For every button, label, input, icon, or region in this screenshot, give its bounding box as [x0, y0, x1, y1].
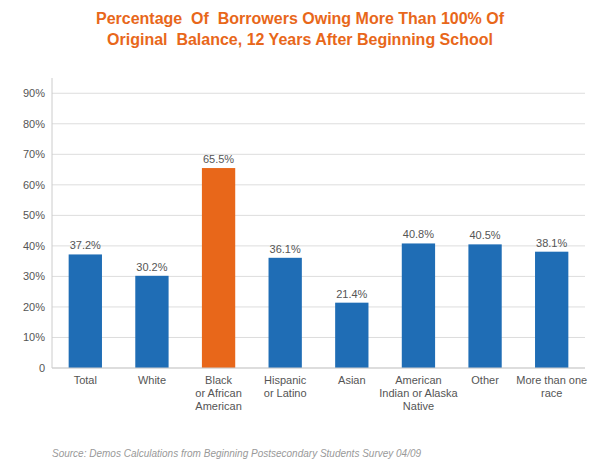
bar [468, 244, 501, 368]
source-note: Source: Demos Calculations from Beginnin… [52, 448, 422, 459]
x-tick-label: Total [74, 374, 97, 386]
bar [535, 252, 568, 368]
bar [269, 258, 302, 368]
data-label: 21.4% [336, 288, 367, 300]
y-tick-label: 60% [23, 179, 45, 191]
x-tick-label: AmericanIndian or AlaskaNative [379, 374, 458, 412]
x-tick-label: Other [471, 374, 499, 386]
y-tick-label: 30% [23, 270, 45, 282]
grid-line [52, 337, 585, 338]
bar [335, 303, 368, 368]
x-tick-label: Asian [338, 374, 366, 386]
grid-line [52, 306, 585, 307]
y-tick-label: 10% [23, 331, 45, 343]
y-tick-label: 80% [23, 118, 45, 130]
y-tick-label: 40% [23, 240, 45, 252]
bar [402, 243, 435, 368]
title: Percentage Of Borrowers Owing More Than … [96, 10, 505, 48]
x-tick-label: Hispanicor Latino [264, 374, 307, 399]
grid-line [52, 215, 585, 216]
bar [135, 276, 168, 368]
grid-line [52, 276, 585, 277]
data-label: 40.8% [403, 228, 434, 240]
data-label: 36.1% [270, 243, 301, 255]
data-label: 30.2% [136, 261, 167, 273]
bar [202, 168, 235, 368]
grid-line [52, 93, 585, 94]
y-axis-line [52, 78, 53, 368]
data-label: 40.5% [469, 229, 500, 241]
grid-line [52, 123, 585, 124]
grid-line [52, 154, 585, 155]
data-label: 65.5% [203, 153, 234, 165]
chart: Percentage Of Borrowers Owing More Than … [0, 0, 600, 467]
y-tick-label: 0 [39, 362, 45, 374]
x-tick-label: More than onerace [516, 374, 587, 399]
x-tick-label: White [138, 374, 166, 386]
data-label: 37.2% [70, 239, 101, 251]
x-axis-line [52, 368, 585, 369]
bar [69, 254, 102, 368]
y-tick-label: 90% [23, 87, 45, 99]
grid [52, 93, 585, 368]
y-tick-label: 20% [23, 301, 45, 313]
y-tick-label: 70% [23, 148, 45, 160]
bars [69, 168, 569, 368]
data-label: 38.1% [536, 237, 567, 249]
x-tick-label: Blackor AfricanAmerican [195, 374, 241, 412]
y-tick-label: 50% [23, 209, 45, 221]
grid-line [52, 245, 585, 246]
grid-line [52, 368, 585, 369]
grid-line [52, 184, 585, 185]
